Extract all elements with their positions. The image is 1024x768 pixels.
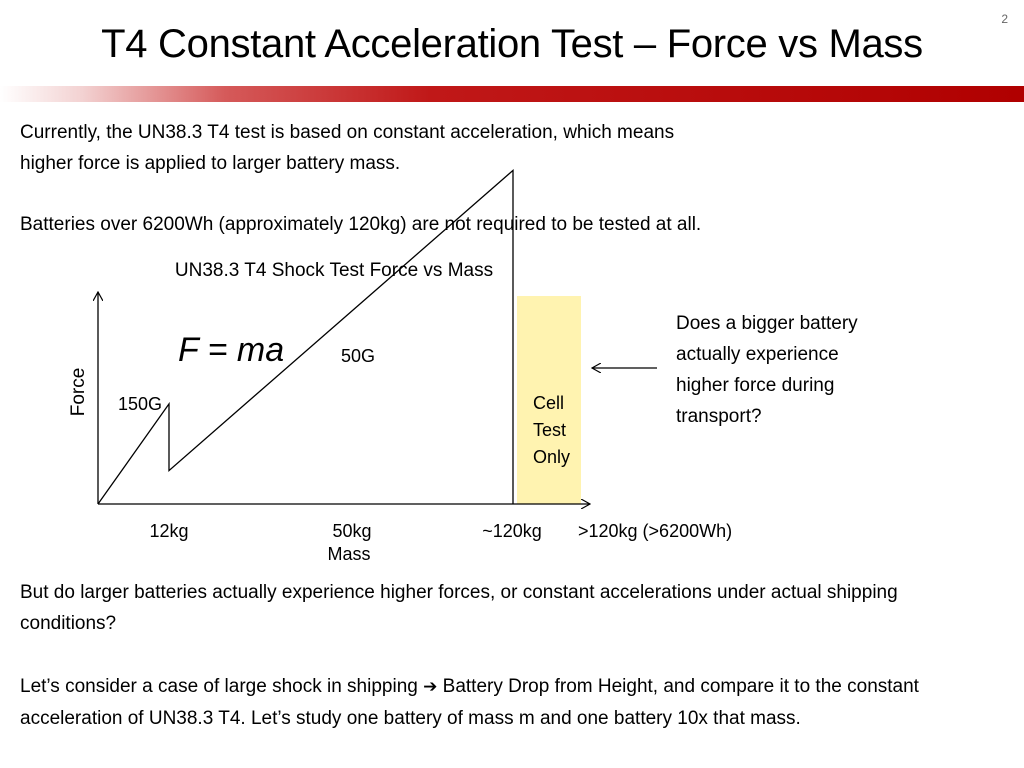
intro-line-1: Currently, the UN38.3 T4 test is based o… — [20, 122, 675, 143]
exemption-paragraph: Batteries over 6200Wh (approximately 120… — [20, 214, 702, 235]
cell-test-label-only: Only — [533, 447, 570, 467]
x-axis-label: Mass — [327, 544, 370, 564]
y-axis-label: Force — [68, 368, 89, 417]
x-tick-label: ~120kg — [482, 521, 542, 541]
cell-test-label-cell: Cell — [533, 393, 564, 413]
series-label-150g: 150G — [118, 394, 162, 414]
intro-line-2: higher force is applied to larger batter… — [20, 153, 401, 174]
title-accent-bar — [0, 86, 1024, 102]
cell-test-label-test: Test — [533, 420, 566, 440]
slide-number: 2 — [1001, 12, 1008, 26]
x-tick-label: 12kg — [149, 521, 188, 541]
right-arrow-icon: ➔ — [423, 677, 438, 697]
slide-title: T4 Constant Acceleration Test – Force vs… — [101, 22, 923, 66]
x-tick-label: >120kg (>6200Wh) — [578, 521, 732, 541]
formula: F = ma — [178, 331, 284, 369]
side-question: Does a bigger battery actually experienc… — [676, 313, 858, 427]
cell-test-only-region — [517, 296, 581, 504]
intro-paragraph: Currently, the UN38.3 T4 test is based o… — [20, 117, 840, 179]
series-label-50g: 50G — [341, 346, 375, 366]
x-tick-label: 50kg — [332, 521, 371, 541]
drop-paragraph: Let’s consider a case of large shock in … — [20, 676, 919, 729]
question-paragraph: But do larger batteries actually experie… — [20, 582, 898, 634]
chart-title: UN38.3 T4 Shock Test Force vs Mass — [175, 260, 493, 281]
force-line — [97, 168, 514, 505]
